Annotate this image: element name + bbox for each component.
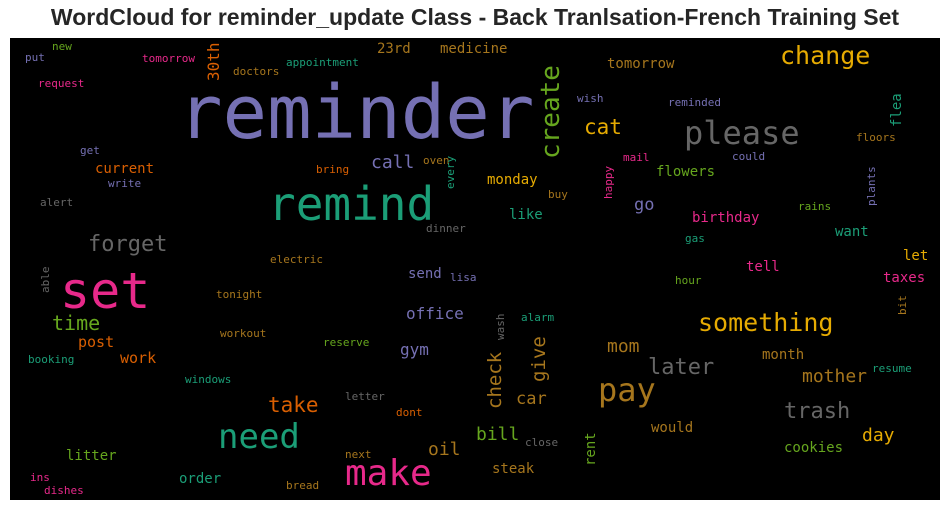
word-mom: mom [607,336,640,357]
word-monday: monday [487,172,538,188]
word-trash: trash [784,399,851,424]
word-dinner: dinner [426,222,466,235]
word-get: get [80,144,100,157]
word-take: take [268,393,319,417]
word-forget: forget [88,232,168,257]
word-change: change [780,41,871,70]
word-flea: flea [889,92,905,127]
word-post: post [78,333,115,351]
word-booking: booking [28,353,75,366]
word-next: next [345,448,372,461]
word-order: order [179,471,222,487]
word-write: write [108,177,142,190]
word-make: make [345,453,432,494]
word-set: set [60,262,151,320]
word-floors: floors [856,131,896,144]
word-gas: gas [685,232,705,245]
word-wash: wash [494,313,507,341]
word-rent: rent [583,431,599,466]
word-windows: windows [185,373,232,386]
word-medicine: medicine [440,41,508,57]
word-doctors: doctors [233,65,280,78]
word-let: let [903,248,929,264]
word-bring: bring [316,163,350,176]
word-every: every [444,155,457,189]
word-tomorrow: tomorrow [142,52,195,65]
word-month: month [762,347,805,363]
word-hour: hour [675,274,702,287]
word-tonight: tonight [216,288,263,301]
word-like: like [509,207,543,223]
word-create: create [536,64,566,159]
word-work: work [120,349,157,367]
word-pay: pay [598,371,656,409]
word-new: new [52,40,72,53]
word-tell: tell [746,259,780,275]
word-resume: resume [872,362,912,375]
word-put: put [25,51,45,64]
word-dishes: dishes [44,484,84,497]
word-later: later [648,355,715,380]
word-happy: happy [602,165,615,199]
word-day: day [862,425,895,446]
word-lisa: lisa [450,271,477,284]
word-flowers: flowers [656,164,716,180]
word-current: current [95,161,155,177]
word-give: give [528,335,550,382]
word-call: call [371,152,415,173]
word-go: go [634,195,655,215]
word-oven: oven [423,154,450,167]
word-buy: buy [548,188,568,201]
word-workout: workout [220,327,267,340]
word-check: check [484,351,506,409]
word-send: send [408,266,442,282]
word-able: able [39,266,52,294]
word-mother: mother [802,366,868,387]
word-steak: steak [492,461,535,477]
word-dont: dont [396,406,423,419]
word-wish: wish [577,92,604,105]
word-close: close [525,436,559,449]
word-mail: mail [623,151,650,164]
chart-title: WordCloud for reminder_update Class - Ba… [50,4,900,30]
word-want: want [835,224,869,240]
word-would: would [651,420,694,436]
word-rains: rains [798,200,832,213]
wordcloud-canvas: reminder remind set make need please pay create… [10,38,940,500]
word-something: something [698,308,834,337]
word-request: request [38,77,85,90]
word-30th: 30th [204,42,223,82]
word-electric: electric [270,253,323,266]
word-bill: bill [476,424,520,445]
word-office: office [406,304,464,323]
word-bit: bit [896,294,909,315]
word-tomorrow: tomorrow [607,56,675,72]
word-appointment: appointment [286,56,359,69]
word-alarm: alarm [521,311,555,324]
word-23rd: 23rd [377,41,411,57]
word-bread: bread [286,479,320,492]
word-letter: letter [345,390,385,403]
word-birthday: birthday [692,210,760,226]
word-car: car [516,389,547,409]
word-please: please [684,114,800,152]
word-gym: gym [400,340,429,359]
word-ins: ins [30,471,50,484]
word-cookies: cookies [784,440,844,456]
word-oil: oil [428,439,461,460]
word-time: time [52,311,101,335]
word-litter: litter [66,448,117,464]
word-reminded: reminded [668,96,721,109]
word-alert: alert [40,196,74,209]
word-remind: remind [268,177,435,231]
word-plants: plants [865,165,878,206]
word-need: need [218,417,300,457]
word-cat: cat [584,115,622,139]
word-reserve: reserve [323,336,370,349]
word-taxes: taxes [883,270,926,286]
word-could: could [732,150,766,163]
word-reminder: reminder [178,70,535,156]
